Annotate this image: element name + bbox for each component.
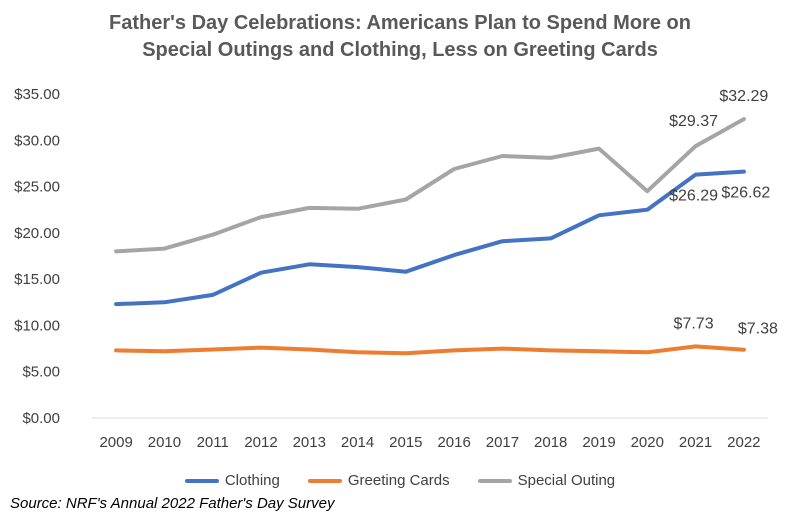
x-tick-label: 2019 xyxy=(582,434,615,451)
x-tick-label: 2015 xyxy=(389,434,422,451)
legend-swatch xyxy=(184,478,219,483)
series-line-greeting-cards xyxy=(114,344,746,356)
y-tick-label: $5.00 xyxy=(22,364,60,381)
legend-label: Greeting Cards xyxy=(347,472,450,489)
y-tick-label: $35.00 xyxy=(14,86,60,103)
x-tick-label: 2016 xyxy=(437,434,470,451)
x-tick-label: 2020 xyxy=(631,434,664,451)
y-tick-label: $0.00 xyxy=(22,410,60,427)
legend-label: Clothing xyxy=(224,472,280,489)
data-label-special-outing: $29.37 xyxy=(669,113,718,130)
legend-item-greeting-cards: Greeting Cards xyxy=(307,472,450,489)
series-line-clothing xyxy=(114,169,746,307)
data-label-greeting-cards: $7.73 xyxy=(674,315,714,332)
x-tick-label: 2012 xyxy=(244,434,277,451)
data-label-clothing: $26.62 xyxy=(721,185,770,202)
y-tick-label: $30.00 xyxy=(14,132,60,149)
x-tick-label: 2021 xyxy=(679,434,712,451)
source-note: Source: NRF's Annual 2022 Father's Day S… xyxy=(10,495,335,512)
chart-legend: Clothing Greeting Cards Special Outing xyxy=(0,472,800,489)
x-tick-label: 2013 xyxy=(293,434,326,451)
data-label-greeting-cards: $7.38 xyxy=(738,321,778,338)
series-line-special-outing xyxy=(114,117,746,254)
y-tick-label: $20.00 xyxy=(14,225,60,242)
x-tick-label: 2014 xyxy=(341,434,374,451)
x-tick-label: 2018 xyxy=(534,434,567,451)
x-tick-label: 2022 xyxy=(727,434,760,451)
data-label-clothing: $26.29 xyxy=(669,188,718,205)
legend-item-clothing: Clothing xyxy=(184,472,280,489)
y-tick-label: $25.00 xyxy=(14,179,60,196)
legend-swatch xyxy=(307,478,342,483)
chart-title-line-1: Father's Day Celebrations: Americans Pla… xyxy=(109,12,691,34)
legend-item-special-outing: Special Outing xyxy=(477,472,616,489)
line-chart: $0.00 $5.00 $10.00 $15.00 $20.00 $25.00 $30.00… xyxy=(14,86,778,451)
legend-swatch xyxy=(477,478,512,483)
legend-label: Special Outing xyxy=(517,472,616,489)
y-tick-label: $10.00 xyxy=(14,317,60,334)
y-tick-label: $15.00 xyxy=(14,271,60,288)
x-tick-label: 2010 xyxy=(148,434,181,451)
data-label-special-outing: $32.29 xyxy=(719,88,768,105)
chart-title-line-2: Special Outings and Clothing, Less on Gr… xyxy=(142,39,658,61)
x-tick-label: 2009 xyxy=(99,434,132,451)
x-tick-label: 2011 xyxy=(197,434,229,451)
x-tick-label: 2017 xyxy=(486,434,519,451)
chart-title: Father's Day Celebrations: Americans Pla… xyxy=(0,10,800,64)
